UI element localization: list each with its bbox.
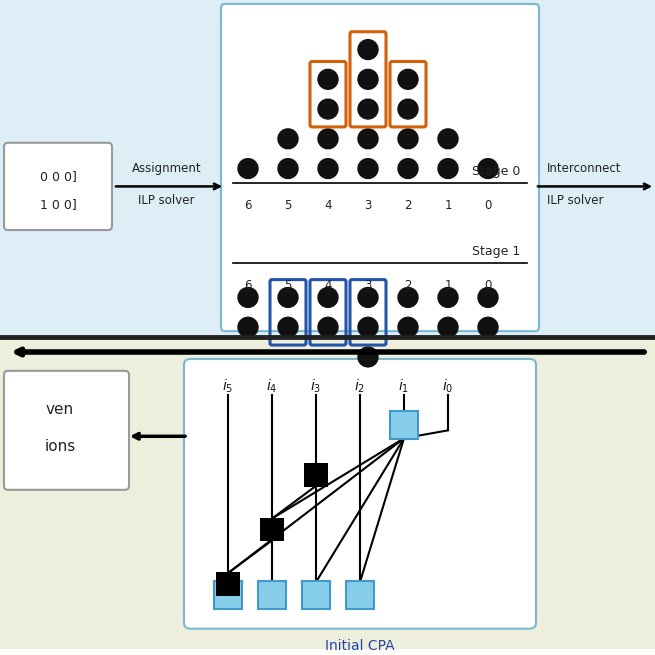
- Circle shape: [318, 159, 338, 178]
- Circle shape: [398, 69, 418, 89]
- Circle shape: [358, 347, 378, 367]
- Text: $i_1$: $i_1$: [398, 378, 409, 396]
- Circle shape: [278, 288, 298, 307]
- Circle shape: [278, 317, 298, 337]
- Circle shape: [318, 69, 338, 89]
- FancyBboxPatch shape: [214, 581, 242, 608]
- Circle shape: [478, 288, 498, 307]
- Circle shape: [278, 129, 298, 149]
- Circle shape: [358, 317, 378, 337]
- Circle shape: [318, 99, 338, 119]
- Circle shape: [358, 69, 378, 89]
- Text: ven: ven: [46, 402, 74, 417]
- Text: 6: 6: [244, 278, 252, 291]
- Text: $i_0$: $i_0$: [442, 378, 454, 396]
- Text: 2: 2: [404, 199, 412, 212]
- Circle shape: [318, 317, 338, 337]
- FancyBboxPatch shape: [346, 581, 374, 608]
- Text: 0: 0: [484, 278, 492, 291]
- Text: 6: 6: [244, 199, 252, 212]
- Text: 3: 3: [364, 199, 371, 212]
- Circle shape: [398, 288, 418, 307]
- Circle shape: [238, 159, 258, 178]
- Text: 1 0 0]: 1 0 0]: [39, 198, 77, 211]
- Circle shape: [278, 159, 298, 178]
- Text: 0 0 0]: 0 0 0]: [39, 170, 77, 183]
- Text: ILP solver: ILP solver: [138, 195, 195, 208]
- Bar: [0, 0, 655, 337]
- Circle shape: [398, 99, 418, 119]
- Circle shape: [358, 129, 378, 149]
- Circle shape: [438, 317, 458, 337]
- Circle shape: [398, 159, 418, 178]
- Text: Interconnect: Interconnect: [547, 162, 622, 174]
- Circle shape: [318, 288, 338, 307]
- Circle shape: [478, 317, 498, 337]
- FancyBboxPatch shape: [4, 143, 112, 230]
- Text: 3: 3: [364, 278, 371, 291]
- Text: 1: 1: [444, 199, 452, 212]
- FancyBboxPatch shape: [302, 581, 330, 608]
- FancyBboxPatch shape: [4, 371, 129, 490]
- FancyBboxPatch shape: [390, 411, 418, 440]
- Circle shape: [238, 317, 258, 337]
- Text: $i_3$: $i_3$: [310, 378, 322, 396]
- Circle shape: [438, 129, 458, 149]
- Text: $i_2$: $i_2$: [354, 378, 365, 396]
- Text: 0: 0: [484, 199, 492, 212]
- Circle shape: [438, 159, 458, 178]
- Text: 1: 1: [444, 278, 452, 291]
- Text: ions: ions: [45, 439, 75, 454]
- FancyBboxPatch shape: [216, 572, 240, 596]
- FancyBboxPatch shape: [304, 463, 328, 487]
- FancyBboxPatch shape: [184, 359, 536, 629]
- Text: Initial CPA: Initial CPA: [325, 639, 395, 652]
- FancyBboxPatch shape: [258, 581, 286, 608]
- Text: 5: 5: [284, 278, 291, 291]
- Text: 4: 4: [324, 278, 331, 291]
- Text: $i_5$: $i_5$: [222, 378, 234, 396]
- Text: $i_4$: $i_4$: [267, 378, 278, 396]
- Circle shape: [438, 288, 458, 307]
- Circle shape: [478, 159, 498, 178]
- Circle shape: [358, 99, 378, 119]
- Text: Stage 1: Stage 1: [472, 245, 520, 258]
- FancyBboxPatch shape: [260, 517, 284, 542]
- Text: 2: 2: [404, 278, 412, 291]
- Text: Stage 0: Stage 0: [472, 166, 520, 178]
- Text: 5: 5: [284, 199, 291, 212]
- Circle shape: [358, 288, 378, 307]
- Text: 4: 4: [324, 199, 331, 212]
- Circle shape: [358, 40, 378, 60]
- Text: Assignment: Assignment: [132, 162, 201, 174]
- FancyBboxPatch shape: [221, 4, 539, 331]
- Circle shape: [358, 159, 378, 178]
- Text: ILP solver: ILP solver: [547, 195, 603, 208]
- Circle shape: [318, 129, 338, 149]
- Circle shape: [398, 129, 418, 149]
- Circle shape: [238, 288, 258, 307]
- Bar: [0, 337, 655, 650]
- Circle shape: [398, 317, 418, 337]
